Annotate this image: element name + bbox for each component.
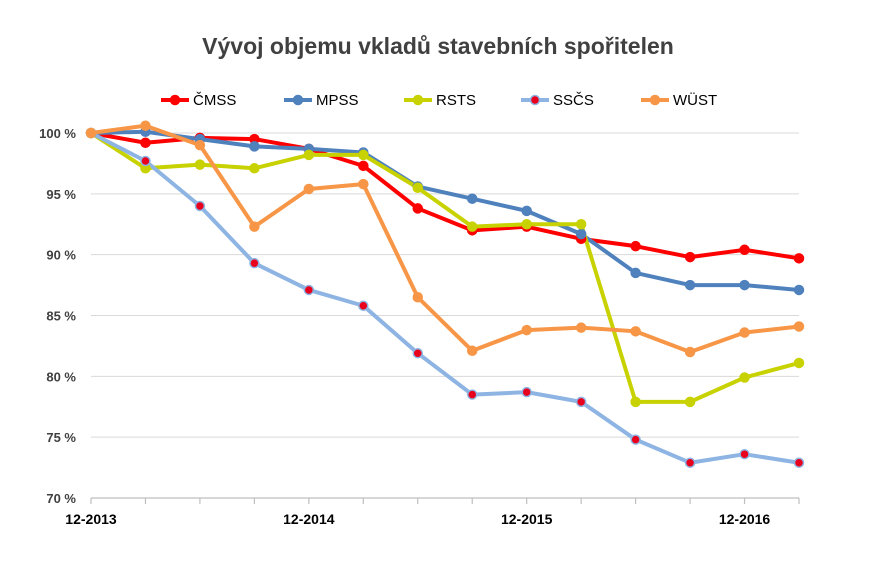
data-point bbox=[466, 193, 478, 204]
legend-item: SSČS bbox=[520, 90, 594, 110]
x-tick-label: 12-2013 bbox=[65, 511, 117, 527]
data-point bbox=[140, 137, 151, 148]
y-tick-label: 75 % bbox=[46, 430, 76, 445]
legend-label: RSTS bbox=[436, 91, 477, 109]
data-point bbox=[249, 141, 260, 152]
legend-swatch bbox=[284, 94, 312, 106]
y-tick-label: 70 % bbox=[46, 491, 76, 506]
data-point bbox=[630, 434, 641, 445]
y-tick-label: 80 % bbox=[46, 369, 76, 384]
legend-item: WÜST bbox=[640, 90, 717, 110]
legend-swatch bbox=[521, 94, 549, 106]
data-point bbox=[140, 120, 151, 131]
data-point bbox=[303, 183, 315, 195]
data-point bbox=[358, 160, 369, 172]
legend: ČMSS MPSS RSTS SSČS WÜST bbox=[0, 90, 876, 110]
data-point bbox=[466, 221, 478, 232]
data-point bbox=[249, 163, 260, 174]
legend-label: MPSS bbox=[316, 91, 359, 109]
data-point bbox=[684, 396, 696, 408]
data-point bbox=[793, 253, 805, 264]
data-point bbox=[412, 347, 424, 359]
legend-item: MPSS bbox=[283, 90, 359, 110]
data-point bbox=[630, 240, 641, 252]
data-point bbox=[140, 155, 151, 167]
data-point bbox=[85, 127, 97, 139]
legend-swatch bbox=[641, 94, 669, 106]
data-point bbox=[521, 386, 532, 398]
data-point bbox=[739, 327, 750, 338]
legend-item: ČMSS bbox=[160, 90, 236, 110]
data-point bbox=[412, 203, 424, 214]
data-point bbox=[194, 200, 206, 212]
legend-label: SSČS bbox=[553, 91, 594, 109]
data-point bbox=[684, 279, 696, 291]
legend-label: WÜST bbox=[673, 91, 718, 109]
series-line bbox=[89, 131, 801, 261]
data-point bbox=[684, 457, 696, 468]
data-point bbox=[466, 389, 478, 400]
data-point bbox=[521, 324, 532, 336]
data-point bbox=[630, 267, 641, 279]
data-point bbox=[739, 372, 750, 383]
data-point bbox=[194, 139, 206, 151]
data-point bbox=[575, 219, 587, 230]
series-line bbox=[89, 129, 801, 292]
data-point bbox=[521, 219, 532, 230]
data-point bbox=[358, 300, 369, 312]
chart-title: Vývoj objemu vkladů stavebních spořitele… bbox=[202, 33, 674, 59]
data-point bbox=[575, 396, 587, 408]
y-tick-label: 85 % bbox=[46, 309, 76, 324]
x-tick-label: 12-2014 bbox=[283, 511, 335, 527]
legend-swatch bbox=[161, 94, 189, 106]
data-point bbox=[249, 257, 260, 269]
series-line bbox=[89, 131, 801, 404]
data-point bbox=[793, 357, 805, 369]
data-point bbox=[194, 159, 206, 170]
x-tick-label: 12-2016 bbox=[719, 511, 771, 527]
legend-label: ČMSS bbox=[193, 91, 237, 109]
data-point bbox=[249, 221, 260, 232]
data-point bbox=[793, 284, 805, 296]
data-point bbox=[739, 448, 750, 460]
data-point bbox=[793, 457, 805, 468]
data-point bbox=[739, 279, 750, 291]
series-line bbox=[89, 123, 801, 354]
data-point bbox=[575, 228, 587, 240]
data-point bbox=[684, 251, 696, 263]
data-point bbox=[358, 178, 369, 190]
data-point bbox=[793, 321, 805, 332]
data-point bbox=[521, 205, 532, 217]
y-tick-label: 95 % bbox=[46, 187, 76, 202]
data-point bbox=[412, 292, 424, 303]
legend-item: RSTS bbox=[403, 90, 476, 110]
data-point bbox=[739, 244, 750, 256]
data-point bbox=[466, 345, 478, 357]
data-point bbox=[630, 326, 641, 337]
data-point bbox=[575, 322, 587, 333]
data-point bbox=[684, 346, 696, 358]
series-line bbox=[89, 131, 801, 465]
x-tick-label: 12-2015 bbox=[501, 511, 553, 527]
y-tick-label: 90 % bbox=[46, 248, 76, 263]
data-point bbox=[630, 396, 641, 408]
data-point bbox=[412, 182, 424, 193]
y-tick-label: 100 % bbox=[39, 126, 76, 141]
legend-swatch bbox=[404, 94, 432, 106]
data-point bbox=[358, 149, 369, 161]
data-point bbox=[303, 284, 315, 296]
data-point bbox=[303, 149, 315, 161]
